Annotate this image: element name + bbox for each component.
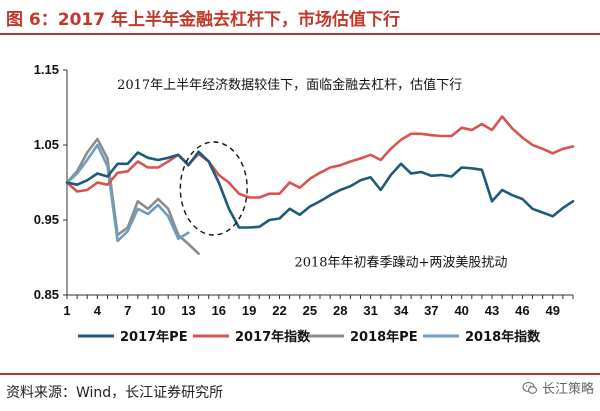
y-tick-label: 0.95 [34,212,59,227]
x-tick-label: 7 [124,303,131,318]
watermark-text: 长江策略 [541,382,594,397]
legend-label: 2018年指数 [465,329,541,345]
x-tick-label: 28 [333,303,347,318]
x-tick-label: 22 [272,303,286,318]
x-tick-label: 49 [546,303,560,318]
wechat-icon [522,381,538,394]
watermark: 长江策略 [522,378,594,397]
annotation-text: 2017年上半年经济数据较佳下，面临金融去杠杆，估值下行 [117,77,462,93]
x-tick-label: 1 [63,303,70,318]
x-tick-label: 25 [303,303,317,318]
series-line-2 [65,137,200,255]
figure-title: 图 6：2017 年上半年金融去杠杆下，市场估值下行 [6,10,400,30]
x-tick-label: 10 [151,303,165,318]
chart-axes: 0.85 0.95 1.05 1.15 1 4 7 10 13 16 19 22 25 28 31 34 37 4… [34,62,574,318]
x-tick-label: 43 [485,303,499,318]
y-tick-label: 1.05 [34,137,59,152]
x-tick-label: 31 [363,303,377,318]
x-tick-label: 46 [515,303,529,318]
series-line-3 [65,143,190,243]
x-tick-label: 19 [242,303,256,318]
annotation-text: 2018年年初春季躁动+两波美股扰动 [294,256,507,271]
x-tick-label: 16 [212,303,226,318]
series-line-1 [65,115,575,199]
legend-label: 2017年PE [120,329,188,345]
title-rule [0,33,600,35]
x-tick-label: 34 [394,303,409,318]
bottom-rule [0,373,600,375]
x-tick-label: 37 [424,303,438,318]
highlight-ellipse [179,141,248,236]
y-tick-label: 0.85 [34,287,59,302]
legend: 2017年PE 2017年指数 2018年PE 2018年指数 [78,329,541,345]
series-layer [65,115,575,255]
line-chart: 0.85 0.95 1.05 1.15 1 4 7 10 13 16 19 22 25 28 31 34 37 4… [34,62,575,345]
title-bar: 图 6：2017 年上半年金融去杠杆下，市场估值下行 [0,0,600,35]
series-line-0 [65,150,575,229]
x-tick-label: 4 [94,303,102,318]
x-tick-label: 13 [181,303,195,318]
legend-label: 2017年指数 [235,329,311,345]
annotation-layer: 2017年上半年经济数据较佳下，面临金融去杠杆，估值下行 2018年年初春季躁动+… [117,77,507,271]
x-tick-label: 40 [454,303,468,318]
legend-label: 2018年PE [350,329,418,345]
source-note: 资料来源：Wind，长江证券研究所 [6,385,224,401]
y-tick-label: 1.15 [34,62,59,77]
